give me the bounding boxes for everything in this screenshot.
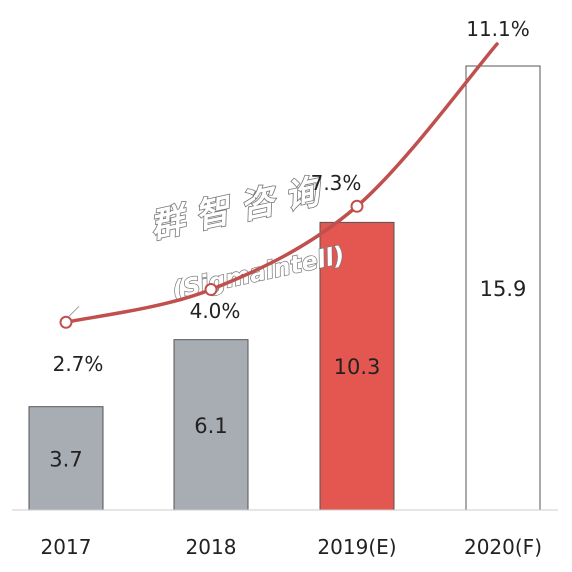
bar-2018 — [173, 339, 249, 511]
x-tick-label: 2019(E) — [317, 535, 396, 559]
bar-2020(F) — [465, 65, 541, 511]
growth-point — [204, 283, 218, 297]
growth-labels-layer: 2.7% 4.0% 7.3% 11.1% — [53, 17, 530, 376]
growth-point — [350, 199, 364, 213]
x-tick-label: 2020(F) — [464, 535, 542, 559]
bar-labels-layer: 3.7 6.1 10.3 15.9 — [49, 277, 526, 471]
growth-point — [59, 315, 73, 329]
growth-line-layer — [59, 42, 499, 329]
growth-value-label: 7.3% — [311, 171, 362, 195]
bar-value-label: 3.7 — [49, 447, 82, 471]
bar-value-label: 6.1 — [194, 414, 227, 438]
growth-value-label: 11.1% — [466, 17, 530, 41]
x-tick-label: 2017 — [41, 535, 92, 559]
category-labels-layer: 2017 2018 2019(E) 2020(F) — [41, 535, 542, 559]
growth-line — [64, 42, 499, 325]
bar-2019(E) — [319, 221, 395, 511]
x-tick-label: 2018 — [186, 535, 237, 559]
label-leader-line — [68, 305, 80, 317]
bar-value-label: 10.3 — [334, 355, 381, 379]
growth-value-label: 2.7% — [53, 352, 104, 376]
bar-value-label: 15.9 — [480, 277, 527, 301]
bar-2017 — [28, 406, 104, 511]
growth-value-label: 4.0% — [190, 299, 241, 323]
bars-layer — [28, 65, 541, 511]
watermark-cjk: 群 智 咨 询 — [147, 171, 328, 247]
